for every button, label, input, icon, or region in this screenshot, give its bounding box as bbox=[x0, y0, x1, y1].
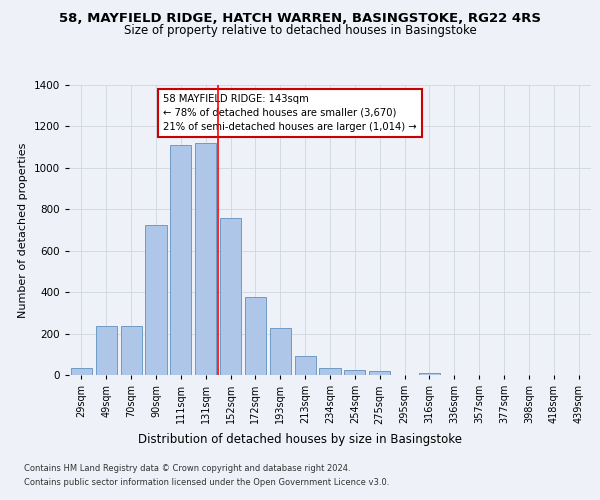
Text: Size of property relative to detached houses in Basingstoke: Size of property relative to detached ho… bbox=[124, 24, 476, 37]
Bar bbox=[145, 225, 167, 375]
Bar bbox=[245, 298, 266, 375]
Bar bbox=[71, 368, 92, 375]
Text: Distribution of detached houses by size in Basingstoke: Distribution of detached houses by size … bbox=[138, 432, 462, 446]
Text: 58, MAYFIELD RIDGE, HATCH WARREN, BASINGSTOKE, RG22 4RS: 58, MAYFIELD RIDGE, HATCH WARREN, BASING… bbox=[59, 12, 541, 26]
Bar bbox=[295, 356, 316, 375]
Bar bbox=[369, 372, 390, 375]
Bar bbox=[195, 143, 216, 375]
Bar bbox=[121, 326, 142, 375]
Text: Contains public sector information licensed under the Open Government Licence v3: Contains public sector information licen… bbox=[24, 478, 389, 487]
Bar bbox=[319, 368, 341, 375]
Bar bbox=[96, 326, 117, 375]
Bar bbox=[220, 218, 241, 375]
Bar bbox=[419, 372, 440, 375]
Bar bbox=[270, 328, 291, 375]
Y-axis label: Number of detached properties: Number of detached properties bbox=[18, 142, 28, 318]
Bar bbox=[344, 370, 365, 375]
Text: Contains HM Land Registry data © Crown copyright and database right 2024.: Contains HM Land Registry data © Crown c… bbox=[24, 464, 350, 473]
Bar bbox=[170, 145, 191, 375]
Text: 58 MAYFIELD RIDGE: 143sqm
← 78% of detached houses are smaller (3,670)
21% of se: 58 MAYFIELD RIDGE: 143sqm ← 78% of detac… bbox=[163, 94, 416, 132]
